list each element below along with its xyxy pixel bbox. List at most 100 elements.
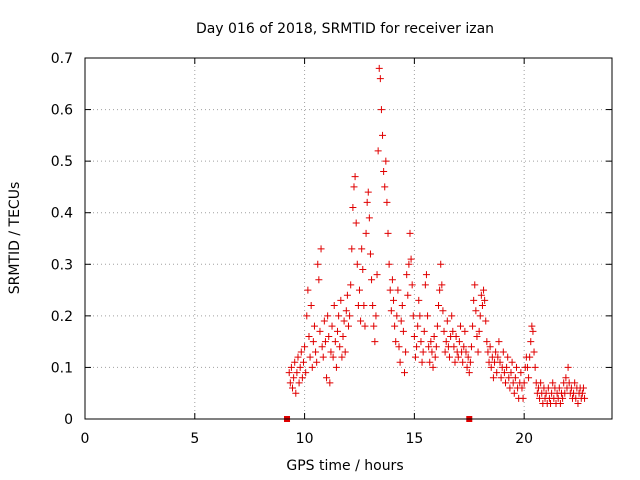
data-point (439, 307, 447, 315)
data-point (370, 322, 378, 330)
data-point (415, 296, 423, 304)
data-point (411, 353, 419, 361)
x-tick-label: 0 (81, 431, 90, 447)
data-point (402, 348, 410, 356)
data-point (461, 327, 469, 335)
y-tick-label: 0.1 (51, 360, 73, 376)
data-point (520, 379, 528, 387)
chart-title: Day 016 of 2018, SRMTID for receiver iza… (196, 21, 494, 37)
data-point (512, 363, 520, 371)
data-point (523, 363, 531, 371)
data-point (373, 271, 381, 279)
data-point (446, 353, 454, 361)
data-point (351, 173, 359, 181)
data-point (334, 327, 342, 335)
data-point (519, 394, 527, 402)
data-point (387, 307, 395, 315)
data-point (310, 322, 318, 330)
x-tick-label: 10 (296, 431, 314, 447)
data-point (324, 312, 332, 320)
data-point (326, 379, 334, 387)
data-point (343, 291, 351, 299)
data-point (331, 338, 339, 346)
data-point (338, 353, 346, 361)
data-point (381, 183, 389, 191)
data-point (358, 245, 366, 253)
data-point (489, 374, 497, 382)
data-point (529, 327, 537, 335)
data-point (323, 374, 331, 382)
data-point (340, 317, 348, 325)
data-point (496, 358, 504, 366)
data-point (379, 131, 387, 139)
data-point (435, 302, 443, 310)
data-point (361, 322, 369, 330)
data-point (506, 384, 514, 392)
data-point (407, 255, 415, 263)
data-point (578, 389, 586, 397)
data-point (505, 374, 513, 382)
data-point (299, 358, 307, 366)
data-point (414, 322, 422, 330)
data-point (396, 358, 404, 366)
data-point (296, 363, 304, 371)
data-point (462, 348, 470, 356)
data-point (571, 379, 579, 387)
data-point (313, 358, 321, 366)
data-point (482, 317, 490, 325)
data-points (285, 64, 589, 408)
data-point (493, 369, 501, 377)
data-point (440, 327, 448, 335)
data-point (487, 363, 495, 371)
data-point (392, 338, 400, 346)
data-point (429, 363, 437, 371)
x-tick-label: 5 (190, 431, 199, 447)
data-point (451, 358, 459, 366)
data-point (403, 271, 411, 279)
data-point (410, 332, 418, 340)
data-point (400, 369, 408, 377)
data-point (406, 229, 414, 237)
data-point (314, 260, 322, 268)
data-point (297, 348, 305, 356)
data-point (477, 291, 485, 299)
data-point (425, 343, 433, 351)
x-tick-labels: 0 5 10 15 20 (81, 431, 534, 447)
data-point (394, 286, 402, 294)
data-point (345, 322, 352, 330)
data-point (581, 394, 589, 402)
data-point (555, 384, 563, 392)
data-point (388, 276, 396, 284)
data-point (352, 219, 360, 227)
data-point (320, 317, 328, 325)
data-point (502, 379, 510, 387)
y-tick-label: 0.2 (51, 309, 73, 325)
data-point (484, 348, 492, 356)
data-point (433, 322, 441, 330)
data-point (564, 363, 572, 371)
data-point (454, 353, 462, 361)
data-point (363, 198, 371, 206)
data-point (464, 353, 472, 361)
data-point (287, 363, 295, 371)
x-tick-label: 20 (515, 431, 533, 447)
data-point (500, 369, 508, 377)
data-point (511, 374, 519, 382)
data-point (419, 348, 427, 356)
data-point (544, 384, 552, 392)
x-axis-label: GPS time / hours (286, 458, 403, 474)
data-point (359, 265, 367, 273)
data-point (346, 312, 354, 320)
data-point (292, 389, 300, 397)
data-point (432, 343, 440, 351)
data-point (397, 317, 405, 325)
data-point (391, 322, 399, 330)
data-point (503, 363, 511, 371)
data-point (301, 343, 309, 351)
data-point (416, 312, 424, 320)
data-point (376, 75, 384, 83)
data-point (455, 338, 463, 346)
data-point (469, 322, 477, 330)
data-point (456, 322, 464, 330)
data-point (428, 348, 436, 356)
